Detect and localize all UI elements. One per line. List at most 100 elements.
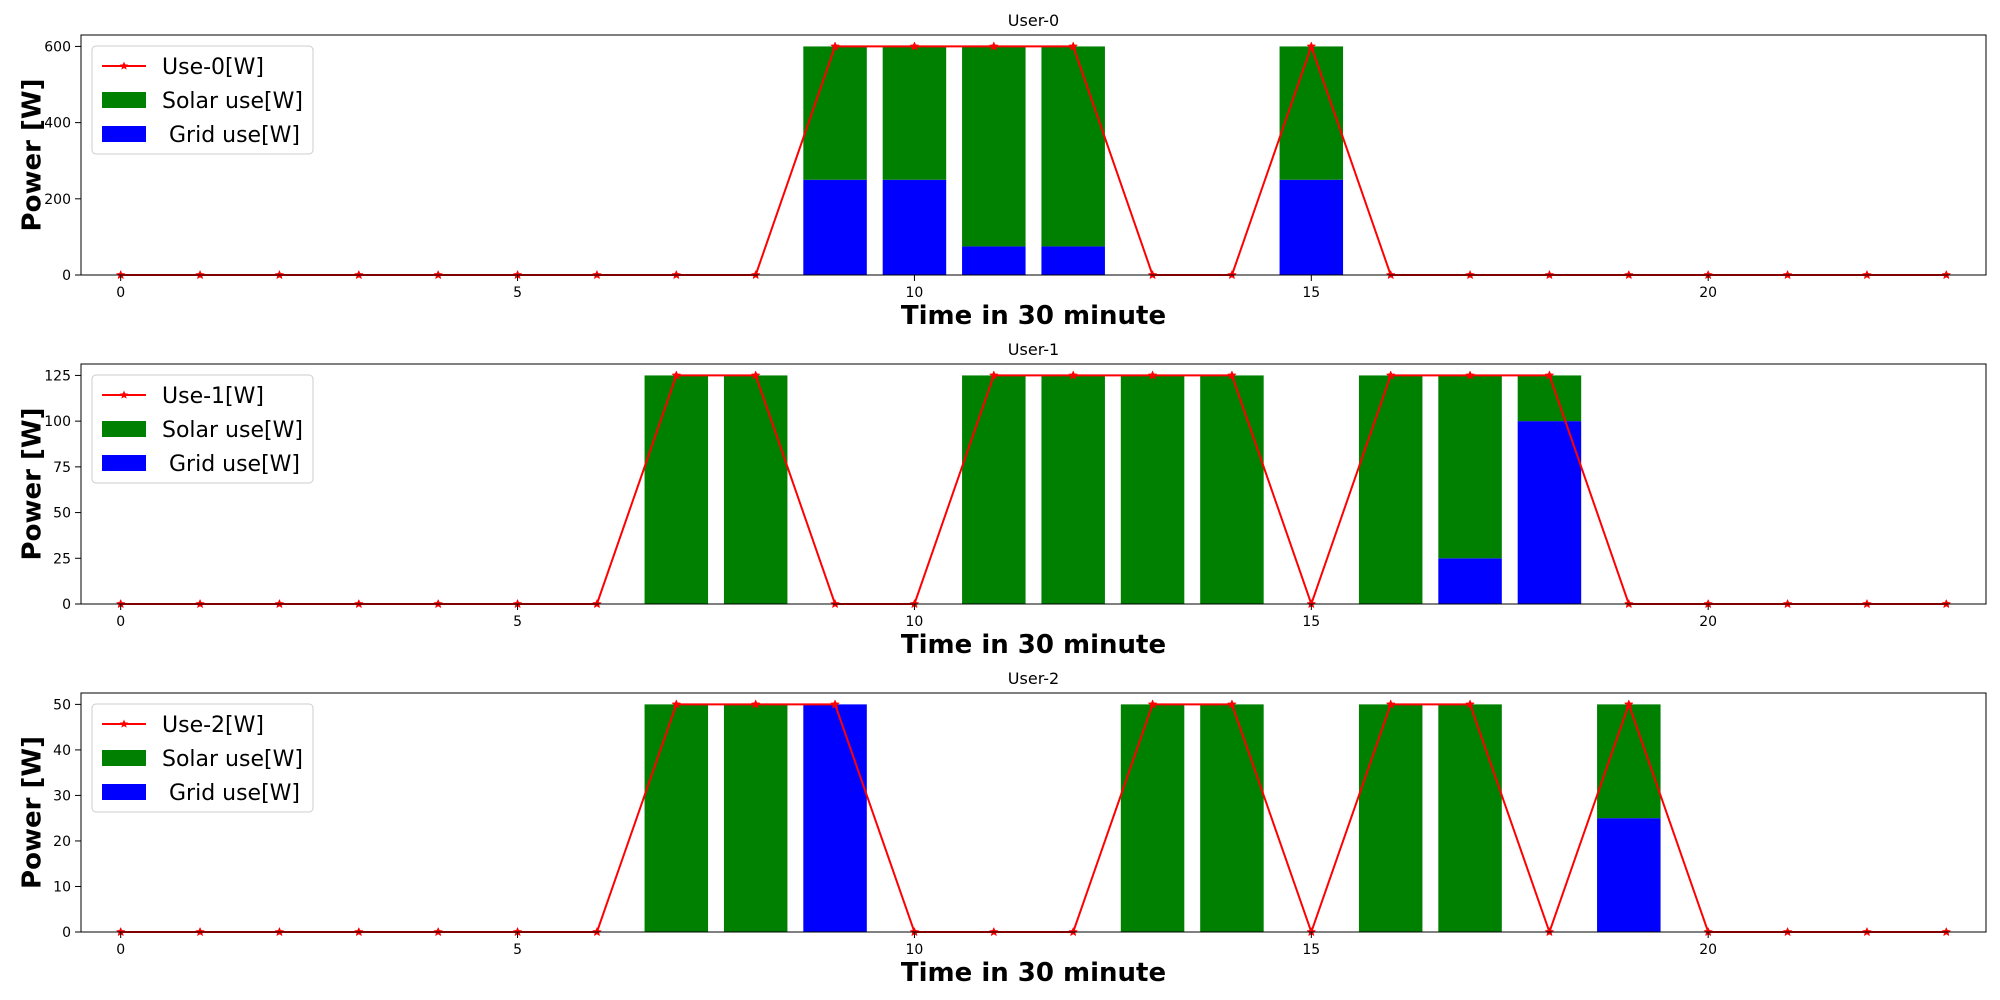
plot-area: [81, 693, 1986, 932]
chart-title: User-0: [1008, 11, 1059, 30]
use-point: [1227, 370, 1237, 380]
legend-box: [91, 374, 314, 484]
legend-label-grid: Grid use[W]: [162, 123, 300, 148]
x-axis-label: Time in 30 minute: [901, 958, 1166, 988]
use-point: [750, 370, 761, 380]
grid-use-bar: [1597, 818, 1661, 932]
y-tick-label: 10: [53, 879, 71, 895]
legend-label-use: Use-0[W]: [162, 55, 264, 80]
use-point: [1623, 699, 1634, 709]
legend: Use-2[W] Solar use[W] Grid use[W]: [91, 703, 314, 813]
use-point: [1306, 41, 1317, 51]
legend-box: [91, 703, 314, 813]
chart-panel-1: 0 5 10 15 20 0 25 50 75 100 125 User-1 Time in 30 mi…: [18, 340, 1987, 660]
solar-use-bar: [962, 46, 1026, 247]
x-tick-label: 0: [116, 614, 125, 630]
solar-use-bar: [1358, 375, 1423, 604]
y-tick-label: 0: [62, 268, 71, 284]
legend-star-icon: [119, 61, 129, 70]
grid-use-bar: [1279, 179, 1344, 275]
grid-use-bar: [1517, 421, 1582, 604]
grid-use-bar: [1041, 246, 1105, 275]
x-tick-label: 20: [1699, 614, 1717, 630]
y-tick-label: 40: [53, 743, 71, 759]
y-tick-label: 100: [44, 414, 71, 430]
solar-use-bar: [962, 375, 1026, 604]
solar-use-bar: [723, 704, 788, 932]
use-point: [988, 370, 999, 380]
solar-use-bar: [1120, 704, 1185, 932]
y-tick-label: 0: [62, 597, 71, 613]
grid-use-bar: [803, 179, 867, 275]
solar-use-bar: [1041, 46, 1105, 247]
use-point: [1465, 699, 1475, 709]
use-point: [1465, 370, 1475, 380]
x-tick-label: 15: [1302, 614, 1320, 630]
y-axis-label: Power [W]: [18, 736, 48, 889]
y-tick-label: 0: [62, 925, 71, 941]
plot-area: [81, 35, 1986, 275]
y-tick-label: 50: [53, 697, 71, 713]
x-tick-label: 10: [906, 614, 924, 630]
solar-use-bar: [723, 375, 788, 604]
solar-use-bar: [1358, 704, 1423, 932]
x-tick-label: 5: [513, 614, 522, 630]
legend-label-grid: Grid use[W]: [162, 452, 300, 477]
legend: Use-0[W] Solar use[W] Grid use[W]: [91, 45, 314, 155]
legend-box: [91, 45, 314, 155]
x-tick-label: 5: [513, 285, 522, 301]
use-point: [1068, 370, 1079, 380]
use-point: [909, 41, 920, 51]
chart-title: User-1: [1008, 340, 1059, 359]
legend-label-solar: Solar use[W]: [162, 89, 303, 114]
x-tick-label: 10: [906, 285, 924, 301]
y-tick-label: 600: [44, 39, 71, 55]
legend-solar-swatch: [102, 421, 146, 437]
use-point: [830, 41, 840, 51]
use-point: [1227, 699, 1237, 709]
y-tick-label: 30: [53, 788, 71, 804]
legend-star-icon: [119, 719, 129, 728]
y-tick-label: 20: [53, 834, 71, 850]
x-tick-label: 0: [116, 285, 125, 301]
legend-label-use: Use-2[W]: [162, 713, 264, 738]
x-axis-label: Time in 30 minute: [901, 301, 1166, 331]
chart-title: User-2: [1008, 669, 1059, 688]
use-point: [830, 699, 840, 709]
solar-use-bar: [1517, 375, 1582, 422]
legend-label-solar: Solar use[W]: [162, 747, 303, 772]
solar-use-bar: [803, 46, 867, 180]
plot-frame: [80, 363, 1987, 605]
x-tick-label: 10: [906, 942, 924, 958]
y-tick-label: 200: [44, 192, 71, 208]
legend: Use-1[W] Solar use[W] Grid use[W]: [91, 374, 314, 484]
legend-star-icon: [119, 390, 129, 399]
solar-use-bar: [1200, 704, 1264, 932]
legend-grid-swatch: [102, 126, 146, 142]
y-axis-label: Power [W]: [18, 408, 48, 561]
y-axis-label: Power [W]: [18, 79, 48, 232]
legend-label-use: Use-1[W]: [162, 384, 264, 409]
plot-frame: [80, 692, 1987, 933]
grid-use-bar: [882, 179, 947, 275]
solar-use-bar: [644, 704, 709, 932]
legend-solar-swatch: [102, 92, 146, 108]
grid-use-bar: [803, 704, 867, 932]
solar-use-bar: [882, 46, 947, 180]
grid-use-bar: [1438, 558, 1502, 604]
use-point: [750, 699, 761, 709]
solar-use-bar: [1438, 375, 1502, 559]
use-point: [1068, 41, 1079, 51]
solar-use-bar: [1200, 375, 1264, 604]
solar-use-bar: [1597, 704, 1661, 819]
use-point: [988, 41, 999, 51]
y-tick-label: 75: [53, 460, 71, 476]
y-tick-label: 400: [44, 116, 71, 132]
legend-label-grid: Grid use[W]: [162, 781, 300, 806]
x-tick-label: 15: [1302, 942, 1320, 958]
legend-solar-swatch: [102, 750, 146, 766]
y-tick-label: 50: [53, 506, 71, 522]
solar-use-bar: [1279, 46, 1344, 180]
